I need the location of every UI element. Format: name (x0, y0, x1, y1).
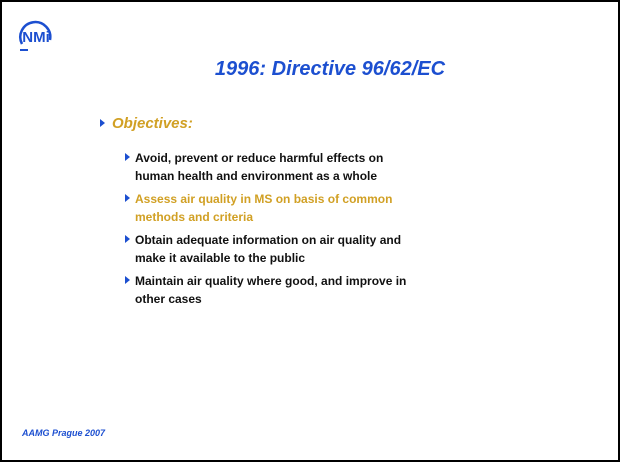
logo-text: NMi (22, 29, 50, 46)
bullet (125, 235, 130, 243)
item-line: Avoid, prevent or reduce harmful effects… (135, 151, 384, 165)
bullet (125, 153, 130, 161)
list-item: Avoid, prevent or reduce harmful effects… (125, 149, 535, 185)
bullet (125, 194, 130, 202)
bullet (125, 276, 130, 284)
list-item: Obtain adequate information on air quali… (125, 231, 535, 267)
item-line: Assess air quality in MS on basis of com… (135, 192, 393, 206)
list-item: Assess air quality in MS on basis of com… (125, 190, 535, 226)
footer: AAMG Prague 2007 (22, 428, 106, 438)
item-line: Obtain adequate information on air quali… (135, 233, 402, 247)
item-list: Avoid, prevent or reduce harmful effects… (125, 149, 535, 313)
logo: NMi (19, 20, 52, 51)
title: 1996: Directive 96/62/EC (214, 58, 446, 80)
item-line: make it available to the public (135, 251, 306, 265)
item-line: Maintain air quality where good, and imp… (135, 274, 407, 288)
item-line: human health and environment as a whole (135, 169, 378, 183)
heading: Objectives: (112, 115, 193, 132)
logo-ring (19, 20, 52, 45)
item-line: methods and criteria (135, 210, 254, 224)
item-line: other cases (135, 292, 202, 306)
list-item: Maintain air quality where good, and imp… (125, 272, 535, 308)
bullet (100, 119, 105, 127)
